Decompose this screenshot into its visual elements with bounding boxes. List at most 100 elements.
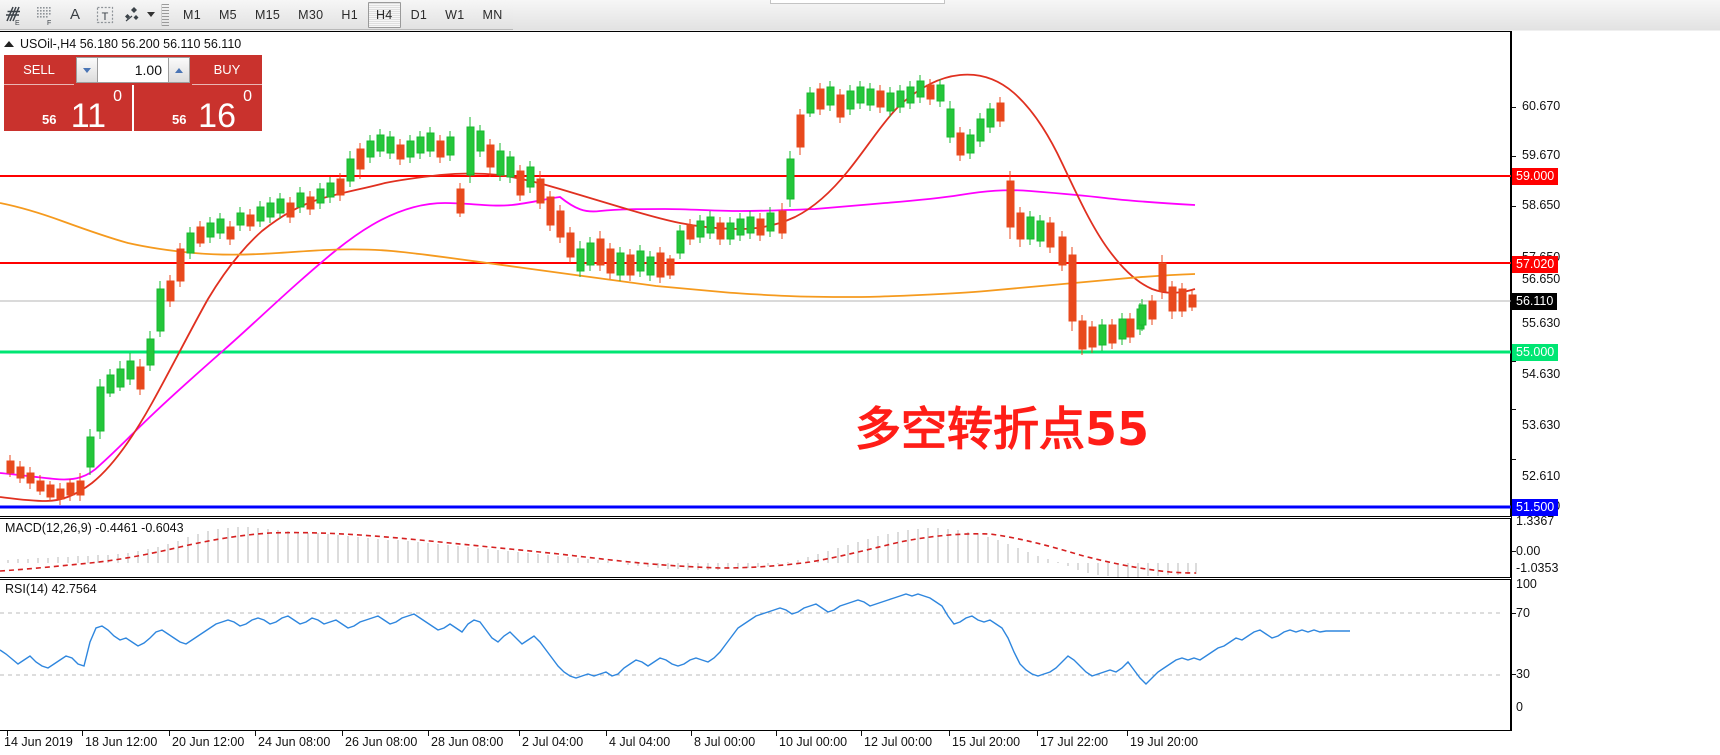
current-price-label[interactable]: 56.110	[1512, 293, 1558, 310]
buy-price-pips: 16	[198, 97, 236, 135]
macd-histogram	[7, 527, 1197, 577]
macd-label: MACD(12,26,9) -0.4461 -0.6043	[5, 521, 184, 535]
price-label-56-650: 56.650	[1522, 272, 1561, 286]
price-label-58-650: 58.650	[1522, 198, 1561, 212]
timeframe-h4[interactable]: H4	[367, 1, 401, 28]
text-box-icon[interactable]: T	[90, 1, 120, 29]
one-click-trading-panel[interactable]: SELL 1.00 BUY 56 11 0 56 16 0	[4, 55, 262, 135]
price-scale-border	[1511, 31, 1512, 731]
timeframe-h1[interactable]: H1	[341, 7, 358, 22]
macd-tick	[1511, 551, 1516, 552]
support-line-51-5-label[interactable]: 51.500	[1512, 499, 1559, 516]
rsi-tick	[1511, 674, 1516, 675]
chart-toolbar: E F A T	[0, 0, 1720, 30]
text-label-glyph: A	[69, 6, 80, 23]
resistance-line-57-label[interactable]: 57.020	[1512, 256, 1559, 273]
volume-input[interactable]: 1.00	[98, 57, 168, 83]
timeframe-m1[interactable]: M1	[183, 7, 201, 22]
time-tick	[342, 731, 343, 736]
timeframe-m15[interactable]: M15	[254, 7, 281, 22]
sell-price-prefix: 56	[42, 112, 57, 127]
toolbar-grip-divider[interactable]	[161, 3, 170, 26]
ma-line-red	[0, 73, 1196, 502]
rsi-scale-0: 0	[1516, 700, 1523, 714]
volume-increase-button[interactable]	[168, 57, 190, 83]
time-tick	[691, 731, 692, 736]
candlestick-series	[6, 75, 1197, 505]
buy-price-display[interactable]: 56 16 0	[134, 85, 262, 135]
macd-scale-max: 1.3367	[1516, 514, 1555, 528]
rsi-tick	[1511, 613, 1516, 614]
indicators-icon[interactable]: E	[0, 1, 30, 29]
resistance-line-59-label[interactable]: 59.000	[1512, 168, 1559, 185]
oct-top-row: SELL 1.00 BUY	[4, 55, 262, 85]
price-label-54-630: 54.630	[1522, 367, 1561, 381]
sell-price-display[interactable]: 56 11 0	[4, 85, 132, 135]
price-pane-frame	[0, 31, 1511, 731]
time-tick	[606, 731, 607, 736]
time-label-12: 17 Jul 22:00	[1040, 735, 1109, 749]
time-tick	[949, 731, 950, 736]
volume-decrease-button[interactable]	[76, 57, 98, 83]
time-label-10: 12 Jul 00:00	[864, 735, 933, 749]
time-label-6: 2 Jul 04:00	[522, 735, 584, 749]
rsi-scale-70: 70	[1516, 606, 1530, 620]
time-tick	[428, 731, 429, 736]
grid-periods-icon[interactable]: F	[30, 1, 60, 29]
time-tick	[1127, 731, 1128, 736]
time-tick	[169, 731, 170, 736]
timeframe-d1[interactable]: D1	[410, 7, 428, 22]
time-label-3: 24 Jun 08:00	[258, 735, 331, 749]
price-tick	[1511, 409, 1516, 410]
caret-down-icon	[83, 67, 91, 73]
volume-stepper[interactable]: 1.00	[74, 55, 192, 85]
price-tick	[1511, 107, 1516, 108]
text-label-icon[interactable]: A	[60, 1, 90, 29]
time-tick	[861, 731, 862, 736]
buy-price-fraction: 0	[243, 88, 252, 105]
time-label-0: 14 Jun 2019	[4, 735, 73, 749]
svg-text:E: E	[15, 20, 20, 26]
collapse-triangle-icon[interactable]	[4, 41, 14, 47]
chart-annotation-text: 多空转折点55	[855, 402, 1150, 456]
timeframe-m5[interactable]: M5	[218, 7, 237, 22]
time-label-9: 10 Jul 00:00	[779, 735, 848, 749]
time-tick	[7, 731, 8, 736]
time-label-5: 28 Jun 08:00	[431, 735, 504, 749]
price-label-60-670: 60.670	[1522, 99, 1561, 113]
toolbar-empty-area	[512, 0, 1720, 30]
price-scale[interactable]: 60.670 59.670 58.650 57.650 56.650 55.63…	[1511, 31, 1720, 731]
timeframe-m30[interactable]: M30	[298, 7, 324, 22]
timeframe-w1[interactable]: W1	[445, 7, 465, 22]
macd-pane-drawing	[0, 527, 1197, 577]
time-scale[interactable]: 14 Jun 2019 18 Jun 12:00 20 Jun 12:00 24…	[0, 731, 1720, 755]
objects-icon[interactable]	[120, 1, 146, 29]
time-label-7: 4 Jul 04:00	[609, 735, 671, 749]
pane-separator-macd[interactable]	[0, 516, 1511, 519]
time-label-11: 15 Jul 20:00	[952, 735, 1021, 749]
sell-button[interactable]: SELL	[4, 55, 74, 85]
svg-text:T: T	[102, 11, 109, 23]
price-tick	[1511, 206, 1516, 207]
time-label-8: 8 Jul 00:00	[694, 735, 756, 749]
macd-scale-zero: 0.00	[1516, 544, 1541, 558]
time-tick	[82, 731, 83, 736]
time-label-2: 20 Jun 12:00	[172, 735, 245, 749]
sell-price-pips: 11	[70, 97, 106, 135]
buy-button[interactable]: BUY	[192, 55, 262, 85]
price-pane-drawing	[0, 73, 1511, 509]
price-tick	[1511, 361, 1516, 362]
rsi-label: RSI(14) 42.7564	[5, 582, 97, 596]
objects-dropdown-caret-down-icon[interactable]	[147, 12, 155, 17]
time-tick	[255, 731, 256, 736]
price-label-52-610: 52.610	[1522, 469, 1561, 483]
chart-canvas-area[interactable]: USOil-,H4 56.180 56.200 56.110 56.110 SE…	[0, 31, 1720, 755]
support-line-55-label[interactable]: 55.000	[1512, 344, 1559, 361]
time-tick	[1037, 731, 1038, 736]
symbol-ohlc-text: USOil-,H4 56.180 56.200 56.110 56.110	[20, 37, 242, 51]
macd-scale-min: -1.0353	[1516, 561, 1559, 575]
timeframe-mn[interactable]: MN	[482, 7, 503, 22]
buy-price-prefix: 56	[172, 112, 187, 127]
macd-signal-line	[0, 531, 1197, 574]
pane-separator-rsi[interactable]	[0, 577, 1511, 580]
